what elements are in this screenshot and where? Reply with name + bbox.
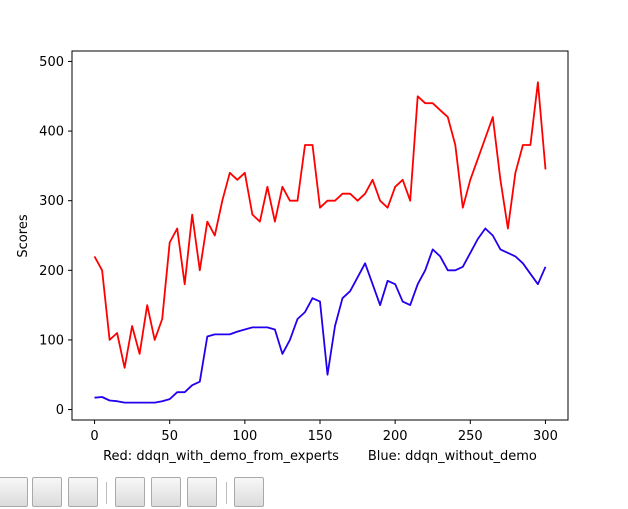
y-tick-label: 500 — [39, 55, 64, 70]
x-tick-label: 200 — [383, 429, 408, 444]
y-tick-label: 100 — [39, 333, 64, 348]
y-axis-label: Scores — [16, 214, 31, 257]
back-icon[interactable] — [32, 477, 62, 507]
toolbar-separator — [106, 482, 107, 504]
series-layer — [93, 81, 547, 404]
x-tick-label: 100 — [232, 429, 257, 444]
x-tick-label: 250 — [458, 429, 483, 444]
configure-subplots-icon[interactable] — [187, 477, 217, 507]
x-axis-ticks: 0 50 100 150 200 250 300 — [90, 420, 558, 444]
x-tick-label: 0 — [90, 429, 98, 444]
zoom-icon[interactable] — [151, 477, 181, 507]
y-tick-label: 300 — [39, 194, 64, 209]
x-tick-label: 150 — [308, 429, 333, 444]
navigation-toolbar — [0, 476, 628, 509]
toolbar-separator — [226, 482, 227, 504]
y-tick-label: 400 — [39, 125, 64, 140]
y-axis-ticks: 0 100 200 300 400 500 — [39, 55, 72, 418]
forward-icon[interactable] — [68, 477, 98, 507]
save-icon[interactable] — [234, 477, 264, 507]
x-tick-label: 50 — [161, 429, 178, 444]
x-tick-label: 300 — [533, 429, 558, 444]
home-icon[interactable] — [0, 477, 28, 507]
pan-icon[interactable] — [115, 477, 145, 507]
plot-area — [71, 50, 569, 421]
series-line-red — [93, 81, 547, 369]
axes-frame — [71, 50, 569, 421]
chart-figure: 0 50 100 150 200 250 300 0 100 200 300 400 500 Red:… — [16, 50, 569, 464]
y-tick-label: 0 — [56, 403, 64, 418]
x-axis-label: Red: ddqn_with_demo_from_experts Blue: d… — [103, 449, 537, 464]
y-tick-label: 200 — [39, 264, 64, 279]
series-line-blue — [94, 227, 547, 404]
